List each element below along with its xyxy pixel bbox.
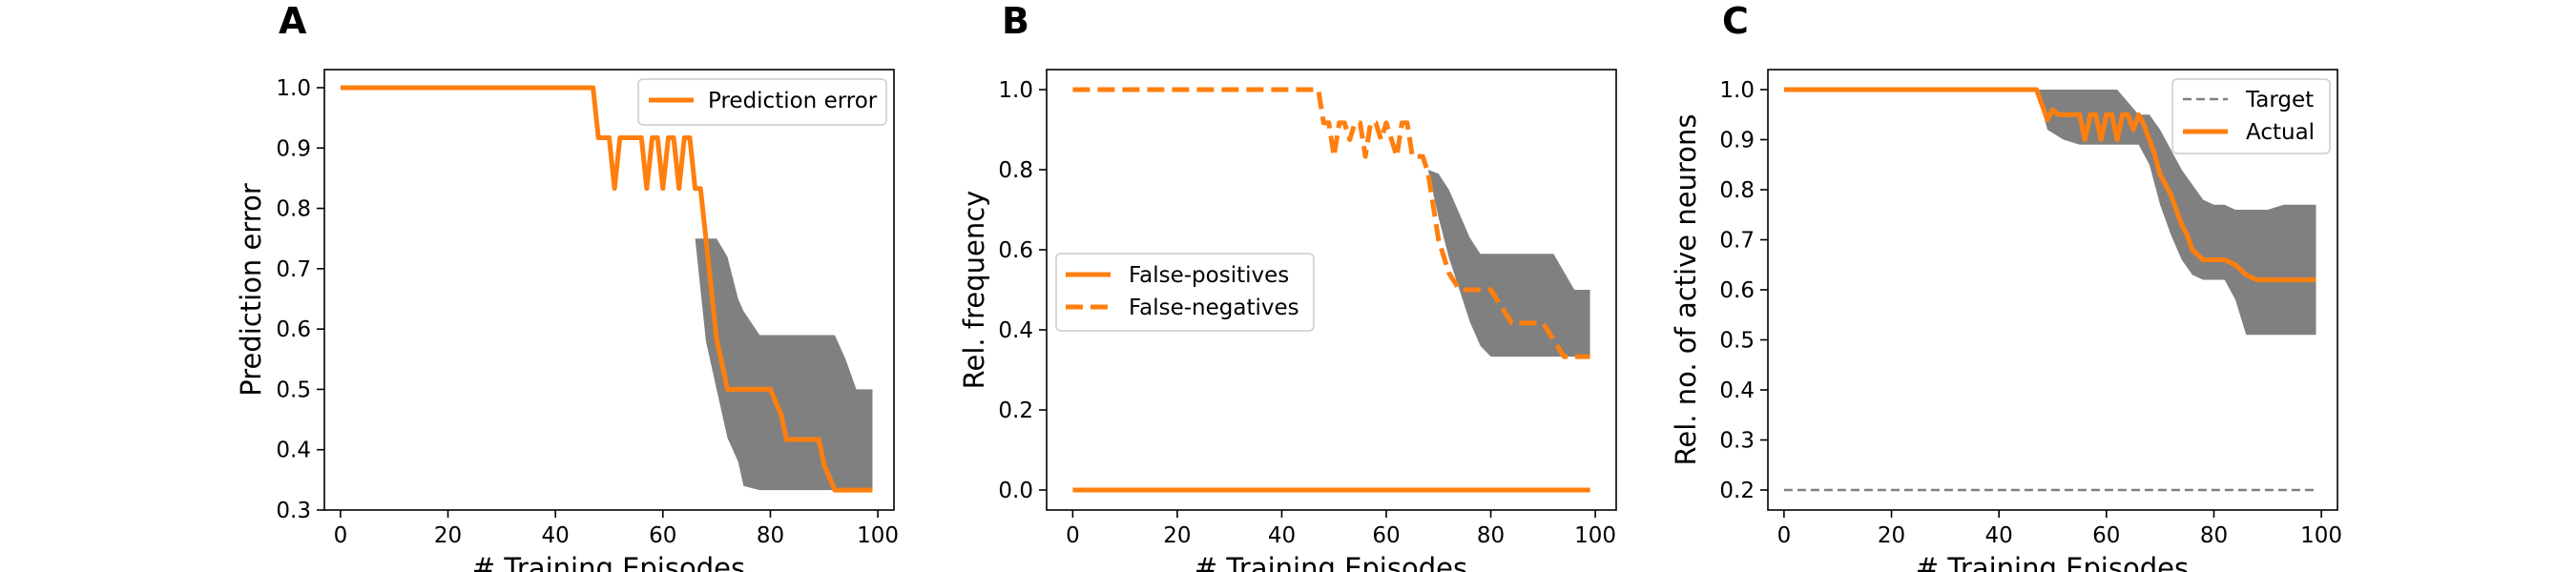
panel-b-xtick-label: 80 <box>1477 523 1505 548</box>
panel-a-ytick-label: 0.9 <box>276 136 311 161</box>
panel-c-ytick-label: 0.8 <box>1719 178 1755 203</box>
panel-c-ytick-label: 0.3 <box>1719 429 1755 454</box>
panel-c-ytick-label: 0.9 <box>1719 129 1755 153</box>
panel-a-legend: Prediction error <box>637 78 887 126</box>
panel-c-ytick-label: 0.7 <box>1719 229 1755 254</box>
panel-b-legend-label-false-negatives: False-negatives <box>1129 296 1299 320</box>
panel-c-legend-label-target: Target <box>2245 88 2314 112</box>
panel-c-xlabel: # Training Episodes <box>1916 552 2189 572</box>
panel-a-yticks: 0.3 0.4 0.5 0.6 0.7 0.8 0.9 1.0 <box>276 76 324 523</box>
panel-b-ytick-label: 0.4 <box>998 318 1033 343</box>
panel-c-ytick-label: 0.5 <box>1719 329 1755 354</box>
panel-c-xticks: 0 20 40 60 80 100 <box>1777 510 2342 548</box>
panel-a: A 0 20 40 60 80 100 0.30.40.50.60.70.80.91.0 … <box>235 0 899 572</box>
panel-a-xtick-label: 100 <box>857 523 899 548</box>
panel-a-ytick-label: 0.7 <box>276 257 311 282</box>
panel-c-yticks: 0.2 0.3 0.4 0.5 0.6 0.7 0.8 0.9 1.0 <box>1719 78 1768 503</box>
panel-b-yticks: 0.0 0.2 0.4 0.6 0.8 1.0 <box>998 78 1047 503</box>
panel-b-band <box>1427 170 1590 358</box>
panel-a-legend-label-prediction-error: Prediction error <box>708 89 878 113</box>
panel-a-xticks: 0 20 40 60 80 100 <box>334 510 899 548</box>
panel-a-legend-frame <box>637 78 887 126</box>
panel-c-xtick-label: 80 <box>2200 523 2228 548</box>
panel-c-xtick-label: 0 <box>1777 523 1792 548</box>
panel-a-series-prediction-error <box>340 85 873 493</box>
panel-a-ytick-label: 0.6 <box>276 317 311 342</box>
panel-a-ytick-label: 0.4 <box>276 439 311 463</box>
panel-b-ytick-label: 0.8 <box>998 158 1033 183</box>
panel-b-legend-frame <box>1055 253 1315 332</box>
panel-b-xlabel: # Training Episodes <box>1195 552 1467 572</box>
panel-c-series <box>1783 87 2316 492</box>
panel-a-series <box>340 85 873 493</box>
panel-b: B 0 20 40 60 80 100 0.0 0.2 0.4 0.6 0.8 1.0 # Trai… <box>958 0 1617 572</box>
panel-a-xtick-label: 0 <box>334 523 348 548</box>
panel-c-xtick-label: 60 <box>2092 523 2120 548</box>
panel-c-xtick-label: 20 <box>1878 523 1905 548</box>
panel-b-xtick-label: 20 <box>1163 523 1191 548</box>
panel-c-ylabel: Rel. no. of active neurons <box>1670 114 1702 466</box>
panel-b-plot-frame <box>1046 69 1617 511</box>
panel-b-series-false-negatives <box>1072 87 1590 359</box>
panel-b-xticks: 0 20 40 60 80 100 <box>1066 510 1616 548</box>
panel-c-ytick-label: 0.6 <box>1719 278 1755 303</box>
panel-b-xtick-label: 100 <box>1574 523 1616 548</box>
panel-a-uncertainty-band <box>695 238 873 491</box>
panel-a-xtick-label: 20 <box>434 523 462 548</box>
panel-c-xtick-label: 100 <box>2300 523 2342 548</box>
panel-c-series-actual <box>1783 87 2316 282</box>
panel-b-legend-label-false-positives: False-positives <box>1129 263 1289 288</box>
panel-b-xtick-label: 60 <box>1372 523 1400 548</box>
panel-letter-c: C <box>1722 0 1749 42</box>
panel-c-ytick-label: 0.4 <box>1719 378 1755 403</box>
panel-b-xtick-label: 40 <box>1268 523 1296 548</box>
panel-a-plot-frame <box>323 69 895 511</box>
panel-b-series <box>1072 87 1590 493</box>
panel-letter-b: B <box>1002 0 1029 42</box>
panel-c-ytick-label: 1.0 <box>1719 78 1755 103</box>
panel-a-ytick-label: 0.5 <box>276 378 311 402</box>
panel-a-xtick-label: 60 <box>649 523 676 548</box>
panel-b-uncertainty-band <box>1427 170 1590 358</box>
panel-b-xtick-label: 0 <box>1066 523 1080 548</box>
panel-a-ytick-label: 0.3 <box>276 499 311 523</box>
panel-b-ytick-label: 0.6 <box>998 238 1033 263</box>
panel-a-xlabel: # Training Episodes <box>472 552 745 572</box>
panel-b-ytick-label: 0.2 <box>998 398 1033 423</box>
panel-b-ytick-label: 1.0 <box>998 78 1033 103</box>
panel-a-ytick-label: 0.8 <box>276 197 311 222</box>
panel-c-legend-frame <box>2171 78 2331 154</box>
panel-c-ytick-label: 0.2 <box>1719 479 1755 503</box>
panel-a-band <box>695 238 873 491</box>
panel-a-xtick-label: 40 <box>542 523 570 548</box>
panel-b-ylabel: Rel. frequency <box>958 191 990 390</box>
panel-c-legend: Target Actual <box>2171 78 2331 154</box>
panel-a-xtick-label: 80 <box>757 523 784 548</box>
panel-c-legend-label-actual: Actual <box>2246 120 2315 145</box>
panel-c: C 0 20 40 60 80 100 0.2 0.3 0.4 0.5 0.6 0.7 0.8 0.9 1… <box>1670 0 2342 572</box>
panel-a-ytick-label: 1.0 <box>276 76 311 101</box>
panel-a-ylabel: Prediction error <box>235 183 267 397</box>
panel-letter-a: A <box>279 0 307 42</box>
panel-b-ytick-label: 0.0 <box>998 479 1033 503</box>
panel-c-xtick-label: 40 <box>1985 523 2013 548</box>
panel-b-legend: False-positives False-negatives <box>1055 253 1315 332</box>
